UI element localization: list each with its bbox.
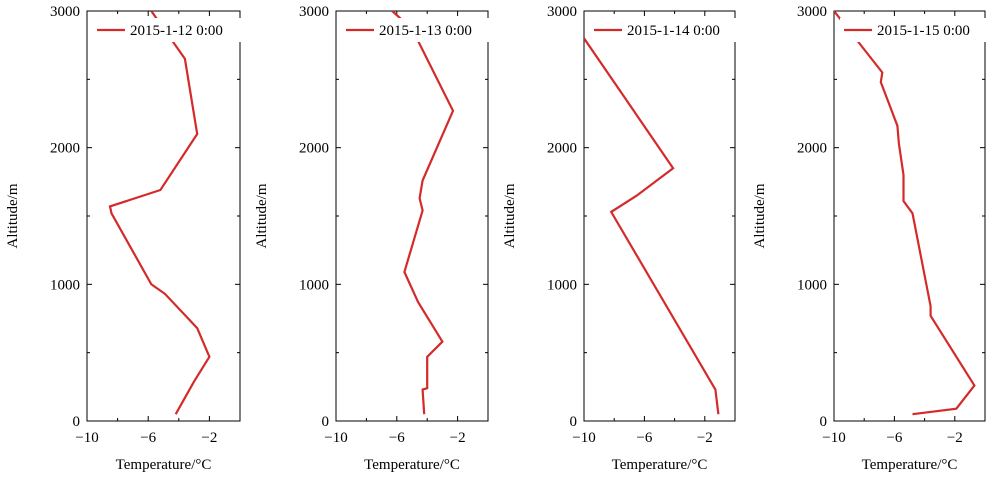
legend-label: 2015-1-13 0:00 [379,23,472,39]
y-tick-label: 0 [322,414,330,430]
x-tick-label: −6 [140,430,156,446]
y-tick-label: 3000 [50,4,80,20]
y-tick-label: 2000 [299,141,329,157]
series-line [391,11,455,415]
x-tick-label: −6 [636,430,652,446]
y-tick-label: 2000 [50,141,80,157]
y-axis-label: Altitude/m [752,183,768,248]
legend-label: 2015-1-12 0:00 [130,23,223,39]
y-axis-label: Altitude/m [502,183,518,248]
chart-panel-1: 0 1000 2000 3000 −10 −6 −2 Temperature/°C Altitu… [5,4,243,473]
y-tick-label: 0 [820,414,828,430]
chart-panel-4: 0 1000 2000 3000 −10 −6 −2 Temperature/°C Altitu… [752,4,990,473]
x-tick-label: −10 [572,430,595,446]
x-tick-label: −10 [75,430,98,446]
y-tick-label: 1000 [547,277,577,293]
series-line [584,37,720,415]
x-tick-label: −2 [947,430,963,446]
y-tick-label: 1000 [797,277,827,293]
y-tick-label: 3000 [797,4,827,20]
y-tick-label: 0 [570,414,578,430]
chart-panel-2: 0 1000 2000 3000 −10 −6 −2 Temperature/°C Altitu… [254,4,492,473]
x-tick-label: −6 [389,430,405,446]
y-tick-label: 3000 [299,4,329,20]
x-tick-label: −10 [324,430,347,446]
chart-panel-3: 0 1000 2000 3000 −10 −6 −2 Temperature/°C Altitu… [502,4,740,473]
y-tick-label: 1000 [299,277,329,293]
x-tick-label: −2 [697,430,713,446]
y-tick-label: 3000 [547,4,577,20]
x-axis-label: Temperature/°C [116,457,212,473]
y-tick-label: 0 [73,414,81,430]
x-tick-label: −2 [450,430,466,446]
plot-frame [833,10,986,422]
series-line [108,11,211,415]
x-axis-label: Temperature/°C [862,457,958,473]
legend-label: 2015-1-14 0:00 [627,23,720,39]
y-axis-label: Altitude/m [254,183,270,248]
x-tick-label: −10 [822,430,845,446]
y-tick-label: 2000 [797,141,827,157]
series-line [834,11,976,416]
y-tick-label: 2000 [547,141,577,157]
plot-frame [86,10,241,422]
x-axis-label: Temperature/°C [612,457,708,473]
y-tick-label: 1000 [50,277,80,293]
x-tick-label: −2 [201,430,217,446]
y-axis-label: Altitude/m [5,183,21,248]
x-tick-label: −6 [886,430,902,446]
x-axis-label: Temperature/°C [364,457,460,473]
legend-label: 2015-1-15 0:00 [877,23,970,39]
plot-frame [335,10,489,422]
